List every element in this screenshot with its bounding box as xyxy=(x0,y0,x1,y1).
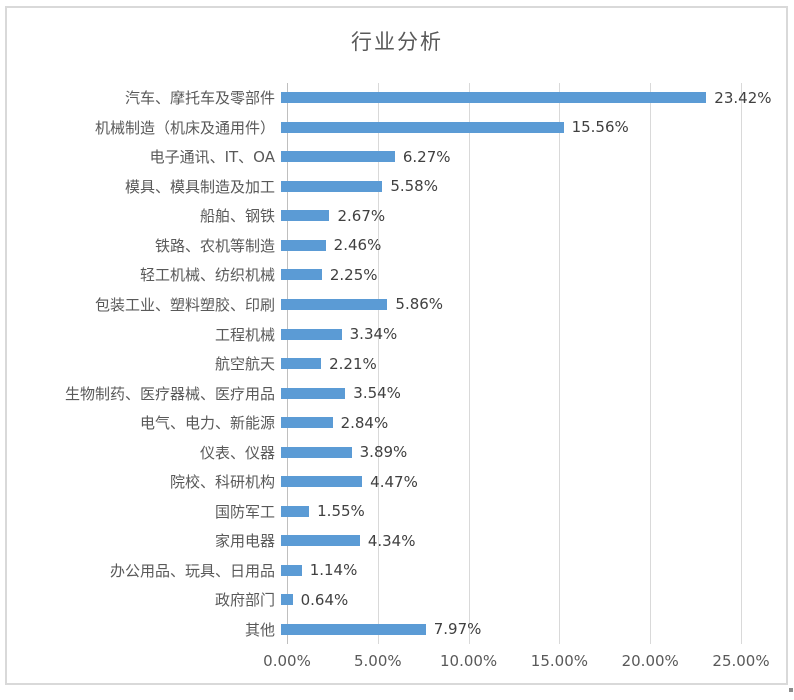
bar-row: 铁路、农机等制造 2.46% xyxy=(0,231,794,261)
value-label: 4.34% xyxy=(367,531,416,550)
category-label: 工程机械 xyxy=(214,325,275,344)
value-label: 7.97% xyxy=(433,620,482,639)
value-label: 4.47% xyxy=(370,472,418,491)
category-label: 家用电器 xyxy=(214,532,275,551)
gridline xyxy=(559,83,561,644)
bar xyxy=(281,239,326,251)
category-label: 院校、科研机构 xyxy=(169,473,275,492)
bar xyxy=(281,328,342,340)
category-label: 船舶、钢铁 xyxy=(199,207,275,226)
bar xyxy=(281,92,707,104)
bar-rows-container: 汽车、摩托车及零部件 23.42% 机械制造（机床及通用件） 15.56% 电子通讯、I… xyxy=(0,83,794,644)
category-label: 航空航天 xyxy=(214,355,275,374)
category-label: 汽车、摩托车及零部件 xyxy=(124,89,275,108)
bar-row: 船舶、钢铁 2.67% xyxy=(0,201,794,231)
bar-row: 政府部门 0.64% xyxy=(0,585,794,615)
bar-row: 工程机械 3.34% xyxy=(0,319,794,349)
category-label: 包装工业、塑料塑胶、印刷 xyxy=(94,295,275,314)
bar-row: 电气、电力、新能源 2.84% xyxy=(0,408,794,438)
bar-row: 模具、模具制造及加工 5.58% xyxy=(0,172,794,202)
category-label: 铁路、农机等制造 xyxy=(154,236,275,255)
bar-row: 汽车、摩托车及零部件 23.42% xyxy=(0,83,794,113)
value-label: 2.21% xyxy=(329,354,377,373)
gridline xyxy=(468,83,470,644)
bar xyxy=(281,269,322,281)
category-label: 办公用品、玩具、日用品 xyxy=(109,561,275,580)
x-axis-tick: 5.00% xyxy=(353,652,402,670)
gridline xyxy=(377,83,379,644)
value-label: 3.89% xyxy=(359,443,408,462)
bar xyxy=(281,623,426,635)
x-axis-tick: 20.00% xyxy=(621,652,679,670)
x-axis-tick: 10.00% xyxy=(439,652,498,670)
bar xyxy=(281,594,293,606)
chart-border-frame xyxy=(5,6,788,685)
bar xyxy=(281,417,333,429)
value-label: 1.55% xyxy=(317,502,365,521)
category-label: 其他 xyxy=(244,620,275,639)
value-label: 5.58% xyxy=(390,177,438,196)
resize-corner-mark xyxy=(789,688,793,692)
bar xyxy=(281,387,346,399)
bar xyxy=(281,535,360,547)
category-label: 政府部门 xyxy=(214,591,275,610)
category-label: 电气、电力、新能源 xyxy=(139,414,275,433)
value-label: 1.14% xyxy=(309,561,358,580)
category-label: 国防军工 xyxy=(214,502,275,521)
category-label: 模具、模具制造及加工 xyxy=(124,177,275,196)
x-axis-tick-labels: 0.00% 5.00% 10.00% 15.00% 20.00% 25.00% xyxy=(0,652,794,674)
value-label: 23.42% xyxy=(714,88,772,107)
category-label: 电子通讯、IT、OA xyxy=(149,148,275,167)
x-axis-tick: 0.00% xyxy=(263,652,311,670)
bar xyxy=(281,180,383,192)
bar xyxy=(281,564,302,576)
bar-row: 仪表、仪器 3.89% xyxy=(0,437,794,467)
value-label: 15.56% xyxy=(571,118,629,137)
category-label: 机械制造（机床及通用件） xyxy=(94,118,275,137)
bar-row: 机械制造（机床及通用件） 15.56% xyxy=(0,113,794,143)
value-label: 2.25% xyxy=(329,265,378,284)
bar-row: 家用电器 4.34% xyxy=(0,526,794,556)
category-label: 轻工机械、纺织机械 xyxy=(139,266,275,285)
bar xyxy=(281,210,330,222)
gridline xyxy=(650,83,652,644)
value-label: 2.67% xyxy=(337,206,386,225)
bar-row: 国防军工 1.55% xyxy=(0,496,794,526)
gridline xyxy=(741,83,742,644)
bar xyxy=(281,358,322,370)
bar-row: 航空航天 2.21% xyxy=(0,349,794,379)
value-label: 2.46% xyxy=(333,236,382,255)
bar-row: 其他 7.97% xyxy=(0,615,794,645)
bar xyxy=(281,121,564,133)
bar-row: 包装工业、塑料塑胶、印刷 5.86% xyxy=(0,290,794,320)
bar xyxy=(281,476,363,488)
bar-row: 轻工机械、纺织机械 2.25% xyxy=(0,260,794,290)
x-axis-tick: 15.00% xyxy=(530,652,588,670)
category-label: 仪表、仪器 xyxy=(199,443,275,462)
category-label: 生物制药、医疗器械、医疗用品 xyxy=(64,384,275,403)
bar xyxy=(281,505,310,517)
value-label: 6.27% xyxy=(402,147,451,166)
bar xyxy=(281,151,395,163)
x-axis-tick: 25.00% xyxy=(712,652,770,670)
bar xyxy=(281,298,388,310)
value-label: 3.54% xyxy=(353,384,401,403)
value-label: 2.84% xyxy=(340,413,389,432)
value-label: 3.34% xyxy=(349,325,398,344)
bar-row: 院校、科研机构 4.47% xyxy=(0,467,794,497)
bar xyxy=(281,446,352,458)
value-label: 5.86% xyxy=(395,295,444,314)
bar-row: 电子通讯、IT、OA 6.27% xyxy=(0,142,794,172)
bar-row: 办公用品、玩具、日用品 1.14% xyxy=(0,556,794,586)
chart-title: 行业分析 xyxy=(351,30,443,54)
bar-row: 生物制药、医疗器械、医疗用品 3.54% xyxy=(0,378,794,408)
value-label: 0.64% xyxy=(300,590,349,609)
